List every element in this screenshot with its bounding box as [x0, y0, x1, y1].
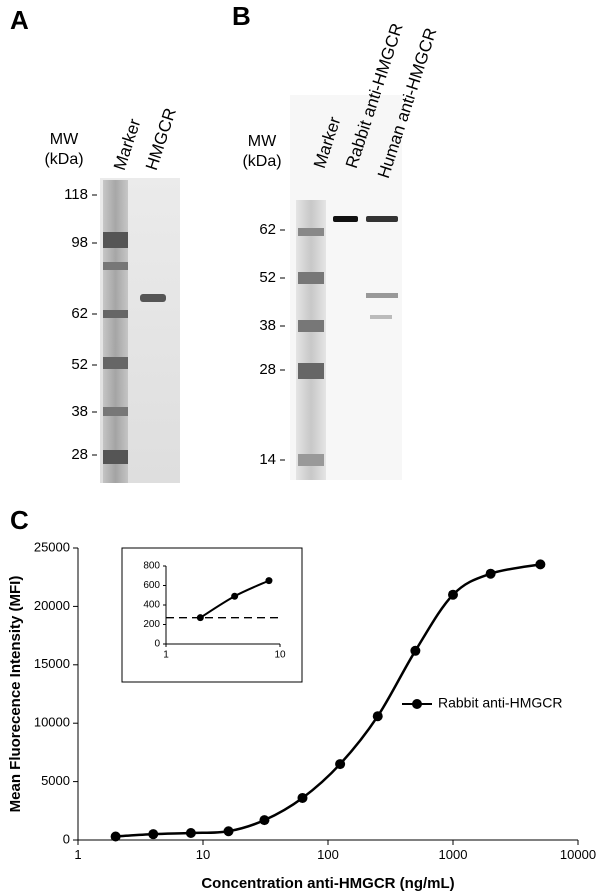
- mw-marker: 38: [259, 317, 276, 334]
- panel-label: C: [10, 505, 29, 535]
- y-tick-label: 20000: [34, 598, 70, 613]
- y-tick-label: 200: [143, 619, 160, 630]
- mw-marker: 38: [71, 403, 88, 420]
- y-axis-label: Mean Fluorecence Intensity (MFI): [7, 576, 24, 813]
- mw-marker: 62: [71, 305, 88, 322]
- panel-label: B: [232, 1, 251, 31]
- legend-label: Rabbit anti-HMGCR: [438, 695, 562, 711]
- blot-b: [290, 95, 402, 480]
- x-tick-label: 10: [196, 847, 210, 862]
- data-point: [223, 826, 234, 837]
- mw-marker: 62: [259, 221, 276, 238]
- x-tick-label: 100: [317, 847, 339, 862]
- data-point: [110, 831, 121, 842]
- x-tick-label: 1: [163, 650, 169, 661]
- panel-label: A: [10, 5, 29, 35]
- data-point: [148, 829, 159, 840]
- mw-unit: (kDa): [44, 151, 83, 168]
- mw-label: MW: [248, 133, 277, 150]
- data-point: [535, 559, 546, 570]
- x-tick-label: 10: [274, 650, 286, 661]
- y-tick-label: 5000: [41, 773, 70, 788]
- y-tick-label: 400: [143, 600, 160, 611]
- data-point: [297, 792, 308, 803]
- y-tick-label: 800: [143, 561, 160, 572]
- mw-unit: (kDa): [242, 153, 281, 170]
- mw-marker: 28: [259, 361, 276, 378]
- y-tick-label: 10000: [34, 715, 70, 730]
- x-axis-label: Concentration anti-HMGCR (ng/mL): [201, 875, 454, 892]
- mw-marker: 98: [71, 234, 88, 251]
- mw-marker: 14: [259, 451, 276, 468]
- gel-a: [100, 178, 180, 483]
- mw-marker: 118: [64, 186, 88, 203]
- data-point: [485, 568, 496, 579]
- y-tick-label: 0: [154, 639, 160, 650]
- lane-label: Marker: [110, 116, 145, 172]
- y-tick-label: 0: [63, 831, 70, 846]
- x-tick-label: 1: [74, 847, 81, 862]
- data-point: [231, 592, 239, 600]
- mw-marker: 52: [259, 269, 276, 286]
- x-tick-label: 1000: [439, 847, 468, 862]
- mw-marker: 28: [71, 446, 88, 463]
- data-point: [196, 614, 204, 622]
- y-tick-label: 15000: [34, 656, 70, 671]
- data-point: [410, 645, 421, 656]
- y-tick-label: 25000: [34, 539, 70, 554]
- data-point: [335, 759, 346, 770]
- data-point: [448, 589, 458, 600]
- data-point: [265, 577, 273, 585]
- mw-label: MW: [50, 131, 79, 148]
- y-tick-label: 600: [143, 580, 160, 591]
- data-point: [185, 827, 196, 838]
- inset-frame: [121, 547, 303, 683]
- data-point: [372, 711, 383, 722]
- legend-marker: [412, 699, 422, 709]
- data-point: [259, 815, 270, 826]
- mw-marker: 52: [71, 356, 88, 373]
- lane-label: HMGCR: [142, 106, 180, 173]
- x-tick-label: 10000: [560, 847, 596, 862]
